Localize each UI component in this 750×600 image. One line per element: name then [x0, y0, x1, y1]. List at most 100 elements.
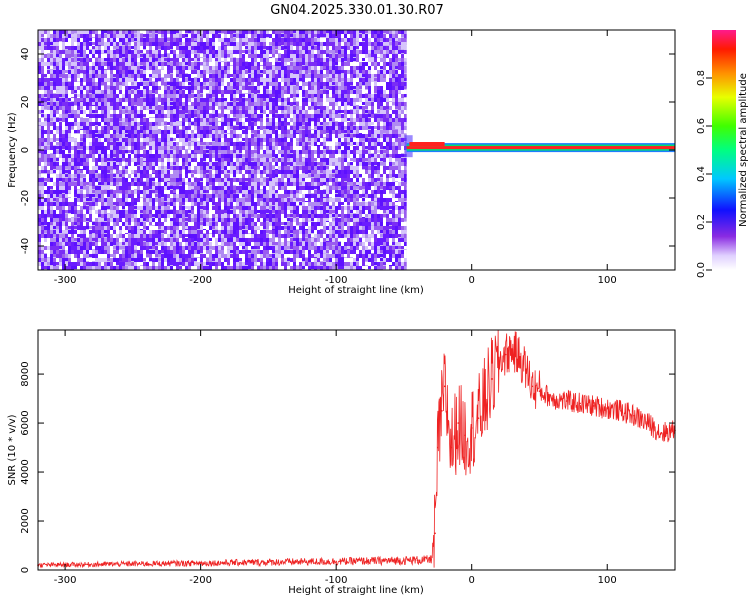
noise-cell — [71, 102, 74, 108]
noise-cell — [206, 30, 209, 37]
noise-cell — [275, 62, 278, 68]
noise-cell — [275, 146, 278, 150]
noise-cell — [206, 250, 209, 255]
noise-cell — [242, 102, 245, 107]
noise-cell — [179, 130, 182, 136]
noise-cell — [158, 42, 161, 46]
noise-cell — [116, 110, 119, 115]
noise-cell — [59, 98, 62, 102]
noise-cell — [254, 154, 257, 158]
noise-cell — [209, 106, 212, 113]
noise-cell — [89, 78, 92, 82]
noise-cell — [266, 114, 269, 117]
noise-cell — [128, 230, 131, 233]
noise-cell — [287, 54, 290, 60]
noise-cell — [95, 50, 98, 57]
noise-cell — [221, 206, 224, 209]
noise-cell — [257, 134, 260, 141]
noise-cell — [122, 38, 125, 43]
noise-cell — [131, 254, 134, 259]
noise-cell — [44, 178, 47, 181]
noise-cell — [269, 114, 272, 121]
noise-cell — [161, 234, 164, 239]
noise-cell — [260, 138, 263, 145]
noise-cell — [110, 98, 113, 105]
noise-cell — [53, 130, 56, 134]
noise-cell — [188, 226, 191, 233]
noise-cell — [131, 142, 134, 146]
noise-cell — [140, 58, 143, 62]
noise-cell — [83, 150, 86, 156]
noise-cell — [44, 86, 47, 90]
noise-cell — [221, 30, 224, 33]
noise-cell — [134, 70, 137, 76]
noise-cell — [269, 42, 272, 45]
noise-cell — [104, 266, 107, 270]
noise-cell — [200, 198, 203, 202]
noise-cell — [179, 194, 182, 200]
noise-cell — [200, 130, 203, 135]
noise-cell — [200, 186, 203, 191]
noise-cell — [218, 190, 221, 195]
noise-cell — [104, 122, 107, 125]
noise-cell — [134, 174, 137, 177]
noise-cell — [269, 206, 272, 209]
noise-cell — [203, 226, 206, 229]
noise-cell — [155, 146, 158, 152]
noise-cell — [65, 254, 68, 258]
noise-cell — [65, 142, 68, 146]
noise-cell — [68, 58, 71, 65]
noise-cell — [158, 38, 161, 44]
noise-cell — [158, 154, 161, 161]
noise-cell — [113, 166, 116, 169]
noise-cell — [110, 174, 113, 178]
noise-cell — [113, 182, 116, 186]
noise-cell — [104, 242, 107, 246]
noise-cell — [125, 134, 128, 137]
noise-cell — [119, 118, 122, 121]
noise-cell — [62, 90, 65, 96]
noise-cell — [113, 246, 116, 249]
noise-cell — [215, 158, 218, 161]
noise-cell — [203, 242, 206, 249]
noise-cell — [260, 66, 263, 72]
noise-cell — [113, 254, 116, 261]
noise-cell — [104, 30, 107, 33]
noise-cell — [176, 250, 179, 257]
noise-cell — [92, 198, 95, 205]
noise-cell — [65, 222, 68, 226]
noise-cell — [80, 90, 83, 96]
noise-cell — [167, 238, 170, 244]
noise-cell — [83, 170, 86, 177]
noise-cell — [251, 134, 254, 140]
noise-cell — [92, 30, 95, 34]
noise-cell — [146, 186, 149, 190]
noise-cell — [188, 86, 191, 92]
noise-cell — [248, 174, 251, 181]
noise-cell — [44, 158, 47, 164]
noise-cell — [194, 202, 197, 208]
noise-cell — [239, 98, 242, 105]
noise-cell — [248, 266, 251, 269]
noise-cell — [281, 158, 284, 165]
noise-cell — [128, 130, 131, 136]
noise-cell — [200, 266, 203, 269]
noise-cell — [212, 74, 215, 79]
noise-cell — [137, 198, 140, 205]
noise-cell — [131, 222, 134, 226]
noise-cell — [281, 134, 284, 139]
noise-cell — [59, 202, 62, 209]
noise-cell — [212, 242, 215, 247]
noise-cell — [86, 178, 89, 183]
noise-cell — [278, 150, 281, 156]
noise-cell — [233, 158, 236, 162]
noise-cell — [68, 162, 71, 167]
noise-cell — [119, 182, 122, 189]
noise-cell — [242, 174, 245, 179]
noise-cell — [53, 206, 56, 211]
noise-cell — [149, 266, 152, 270]
noise-cell — [188, 178, 191, 182]
noise-cell — [104, 126, 107, 131]
noise-cell — [203, 238, 206, 243]
noise-cell — [281, 30, 284, 33]
